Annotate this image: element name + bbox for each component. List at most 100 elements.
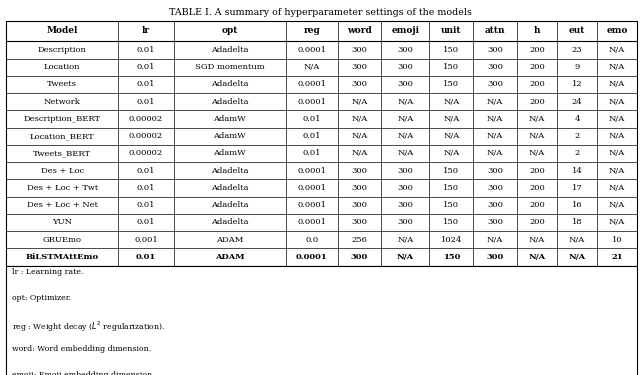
Text: 24: 24: [572, 98, 582, 106]
Text: N/A: N/A: [529, 149, 545, 158]
Text: N/A: N/A: [529, 132, 545, 140]
Text: 0.01: 0.01: [137, 46, 156, 54]
Text: N/A: N/A: [487, 98, 503, 106]
Text: 150: 150: [444, 218, 460, 226]
Text: opt: opt: [221, 26, 238, 36]
Text: 200: 200: [529, 46, 545, 54]
Text: 300: 300: [397, 46, 413, 54]
Text: Des + Loc + Twt: Des + Loc + Twt: [27, 184, 98, 192]
Text: 300: 300: [487, 201, 503, 209]
Text: N/A: N/A: [609, 98, 625, 106]
Text: N/A: N/A: [609, 149, 625, 158]
Text: 0.0: 0.0: [305, 236, 318, 244]
Text: N/A: N/A: [397, 149, 413, 158]
Text: 0.01: 0.01: [137, 63, 156, 71]
Text: Tweets_BERT: Tweets_BERT: [33, 149, 92, 158]
Text: 300: 300: [351, 253, 368, 261]
Text: 200: 200: [529, 184, 545, 192]
Text: Network: Network: [44, 98, 81, 106]
Text: N/A: N/A: [351, 149, 367, 158]
Text: Tweets: Tweets: [47, 80, 77, 88]
Text: Adadelta: Adadelta: [211, 184, 248, 192]
Text: 200: 200: [529, 218, 545, 226]
Text: N/A: N/A: [609, 166, 625, 175]
Text: Location: Location: [44, 63, 81, 71]
Text: 200: 200: [529, 201, 545, 209]
Text: lr : Learning rate.: lr : Learning rate.: [12, 268, 83, 276]
Text: 300: 300: [397, 201, 413, 209]
Text: 150: 150: [444, 184, 460, 192]
Text: Description: Description: [38, 46, 86, 54]
Text: N/A: N/A: [487, 149, 503, 158]
Text: N/A: N/A: [609, 132, 625, 140]
Text: 0.01: 0.01: [302, 132, 321, 140]
Text: 300: 300: [397, 184, 413, 192]
Bar: [6, 21, 637, 266]
Text: N/A: N/A: [351, 98, 367, 106]
Text: 0.001: 0.001: [134, 236, 158, 244]
Text: 300: 300: [487, 218, 503, 226]
Text: 300: 300: [351, 166, 367, 175]
Text: 300: 300: [397, 80, 413, 88]
Text: 0.01: 0.01: [137, 166, 156, 175]
Text: 0.00002: 0.00002: [129, 115, 163, 123]
Text: N/A: N/A: [443, 132, 460, 140]
Text: N/A: N/A: [529, 115, 545, 123]
Text: 300: 300: [351, 63, 367, 71]
Text: N/A: N/A: [609, 201, 625, 209]
Text: TABLE I. A summary of hyperparameter settings of the models: TABLE I. A summary of hyperparameter set…: [168, 8, 472, 17]
Text: 21: 21: [611, 253, 623, 261]
Text: BiLSTMAttEmo: BiLSTMAttEmo: [26, 253, 99, 261]
Text: 150: 150: [444, 166, 460, 175]
Text: N/A: N/A: [609, 80, 625, 88]
Text: 150: 150: [444, 46, 460, 54]
Text: 300: 300: [486, 253, 504, 261]
Text: emoji: emoji: [392, 26, 419, 36]
Text: 300: 300: [487, 166, 503, 175]
Text: N/A: N/A: [609, 218, 625, 226]
Text: N/A: N/A: [397, 253, 414, 261]
Text: 0.0001: 0.0001: [297, 218, 326, 226]
Text: 18: 18: [572, 218, 582, 226]
Text: 0.00002: 0.00002: [129, 149, 163, 158]
Text: N/A: N/A: [569, 236, 585, 244]
Text: N/A: N/A: [609, 63, 625, 71]
Text: AdamW: AdamW: [214, 115, 246, 123]
Text: N/A: N/A: [487, 236, 503, 244]
Text: N/A: N/A: [529, 253, 546, 261]
Text: 300: 300: [351, 218, 367, 226]
Text: opt: Optimizer.: opt: Optimizer.: [12, 294, 71, 302]
Text: 300: 300: [487, 63, 503, 71]
Text: word: word: [347, 26, 372, 36]
Text: 0.0001: 0.0001: [297, 46, 326, 54]
Text: 300: 300: [487, 46, 503, 54]
Text: 4: 4: [574, 115, 580, 123]
Text: N/A: N/A: [397, 132, 413, 140]
Text: Adadelta: Adadelta: [211, 46, 248, 54]
Text: 0.01: 0.01: [302, 149, 321, 158]
Text: 10: 10: [612, 236, 622, 244]
Text: Model: Model: [47, 26, 78, 36]
Text: 0.01: 0.01: [137, 184, 156, 192]
Text: reg : Weight decay ($\mathit{L}^2$ regularization).: reg : Weight decay ($\mathit{L}^2$ regul…: [12, 320, 164, 334]
Text: SGD momentum: SGD momentum: [195, 63, 265, 71]
Text: N/A: N/A: [609, 184, 625, 192]
Text: 16: 16: [572, 201, 582, 209]
Text: Adadelta: Adadelta: [211, 98, 248, 106]
Text: N/A: N/A: [487, 132, 503, 140]
Text: 23: 23: [572, 46, 582, 54]
Text: 256: 256: [351, 236, 367, 244]
Text: unit: unit: [441, 26, 461, 36]
Text: N/A: N/A: [443, 149, 460, 158]
Text: 150: 150: [444, 201, 460, 209]
Text: Adadelta: Adadelta: [211, 218, 248, 226]
Text: 0.0001: 0.0001: [297, 166, 326, 175]
Text: 200: 200: [529, 166, 545, 175]
Text: N/A: N/A: [609, 46, 625, 54]
Text: reg: reg: [303, 26, 320, 36]
Text: 0.0001: 0.0001: [297, 201, 326, 209]
Text: 17: 17: [572, 184, 582, 192]
Text: 150: 150: [444, 63, 460, 71]
Text: Des + Loc + Net: Des + Loc + Net: [27, 201, 98, 209]
Text: 0.0001: 0.0001: [297, 98, 326, 106]
